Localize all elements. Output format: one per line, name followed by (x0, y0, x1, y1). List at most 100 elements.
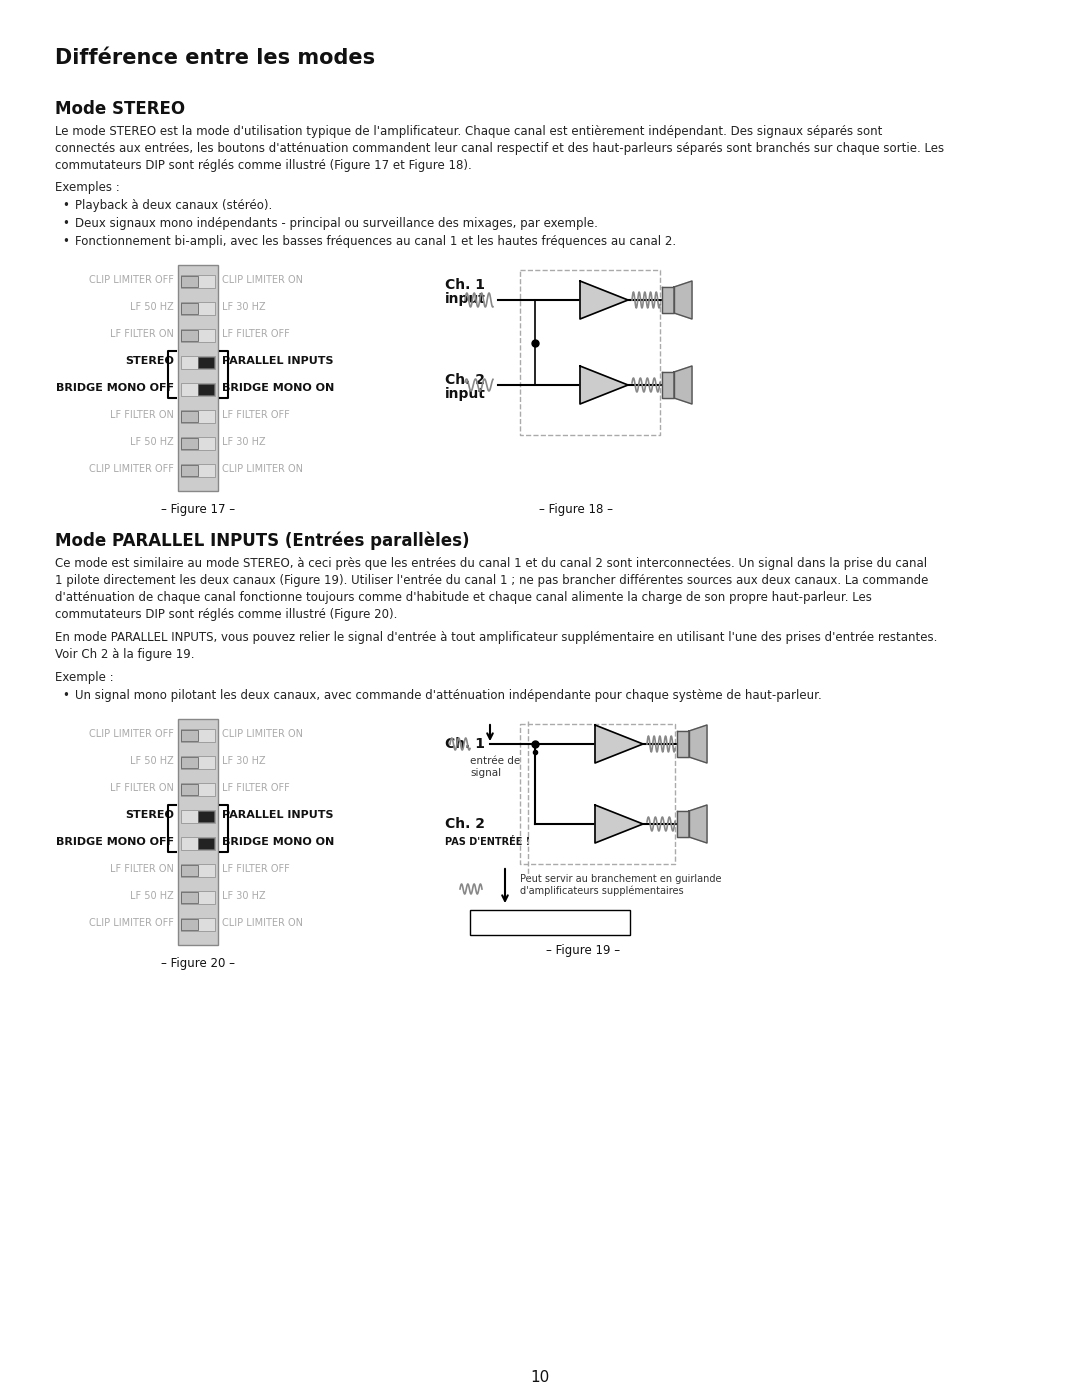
Text: Ch. 2: Ch. 2 (445, 373, 485, 387)
Polygon shape (689, 805, 707, 842)
Text: LF FILTER OFF: LF FILTER OFF (222, 409, 289, 420)
Text: •: • (62, 235, 69, 249)
Text: Ch. 1: Ch. 1 (445, 278, 485, 292)
Text: signal: signal (470, 768, 501, 778)
Text: CLIP LIMITER ON: CLIP LIMITER ON (222, 729, 303, 739)
Text: Fonctionnement bi-ampli, avec les basses fréquences au canal 1 et les hautes fré: Fonctionnement bi-ampli, avec les basses… (75, 235, 676, 249)
FancyBboxPatch shape (181, 330, 215, 342)
Text: Ce mode est similaire au mode STEREO, à ceci près que les entrées du canal 1 et : Ce mode est similaire au mode STEREO, à … (55, 557, 927, 570)
Text: CLIP LIMITER OFF: CLIP LIMITER OFF (90, 729, 174, 739)
Text: PARALLEL INPUTS: PARALLEL INPUTS (222, 356, 334, 366)
Text: input: input (445, 292, 486, 306)
Text: – Figure 19 –: – Figure 19 – (545, 944, 620, 957)
Polygon shape (674, 366, 692, 404)
FancyBboxPatch shape (181, 383, 215, 395)
Text: Ch. 1: Ch. 1 (445, 738, 485, 752)
FancyBboxPatch shape (198, 384, 214, 395)
Text: – Figure 20 –: – Figure 20 – (161, 957, 235, 970)
Text: Ch. 1: Ch. 1 (600, 739, 629, 749)
Text: Un signal mono pilotant les deux canaux, avec commande d'atténuation indépendant: Un signal mono pilotant les deux canaux,… (75, 689, 822, 703)
Text: Deux signaux mono indépendants - principal ou surveillance des mixages, par exem: Deux signaux mono indépendants - princip… (75, 217, 598, 231)
FancyBboxPatch shape (181, 409, 215, 423)
FancyBboxPatch shape (181, 837, 215, 849)
Text: CLIP LIMITER OFF: CLIP LIMITER OFF (90, 918, 174, 928)
FancyBboxPatch shape (181, 277, 198, 286)
Text: CLIP LIMITER ON: CLIP LIMITER ON (222, 918, 303, 928)
Text: CLIP LIMITER OFF: CLIP LIMITER OFF (90, 275, 174, 285)
Text: LF FILTER OFF: LF FILTER OFF (222, 863, 289, 875)
Text: LF 50 HZ: LF 50 HZ (131, 891, 174, 901)
Text: BRIDGE MONO ON: BRIDGE MONO ON (222, 837, 334, 847)
FancyBboxPatch shape (181, 302, 215, 314)
Text: LF 30 HZ: LF 30 HZ (222, 756, 266, 766)
FancyBboxPatch shape (181, 865, 198, 876)
FancyBboxPatch shape (181, 918, 215, 930)
Text: LF 30 HZ: LF 30 HZ (222, 437, 266, 447)
FancyBboxPatch shape (181, 439, 198, 448)
FancyBboxPatch shape (198, 812, 214, 821)
Text: LF FILTER ON: LF FILTER ON (110, 409, 174, 420)
FancyBboxPatch shape (181, 437, 215, 450)
Text: LF 50 HZ: LF 50 HZ (131, 756, 174, 766)
Text: – Figure 17 –: – Figure 17 – (161, 503, 235, 515)
FancyBboxPatch shape (181, 891, 215, 904)
FancyBboxPatch shape (470, 909, 630, 935)
Text: BRIDGE MONO OFF: BRIDGE MONO OFF (56, 383, 174, 393)
Text: Différence entre les modes: Différence entre les modes (55, 47, 375, 68)
Text: CLIP LIMITER ON: CLIP LIMITER ON (222, 464, 303, 474)
Polygon shape (689, 725, 707, 763)
FancyBboxPatch shape (181, 893, 198, 902)
Text: 10: 10 (530, 1370, 550, 1384)
Text: Ch. 2: Ch. 2 (600, 819, 630, 828)
Text: LF FILTER ON: LF FILTER ON (110, 863, 174, 875)
Text: input: input (445, 387, 486, 401)
Text: •: • (62, 217, 69, 231)
FancyBboxPatch shape (181, 731, 198, 740)
Text: Mode STEREO: Mode STEREO (55, 101, 185, 117)
Text: En mode PARALLEL INPUTS, vous pouvez relier le signal d'entrée à tout amplificat: En mode PARALLEL INPUTS, vous pouvez rel… (55, 631, 937, 644)
FancyBboxPatch shape (181, 330, 198, 341)
Text: Exemples :: Exemples : (55, 182, 120, 194)
FancyBboxPatch shape (181, 784, 198, 795)
FancyBboxPatch shape (198, 838, 214, 849)
Text: LF FILTER OFF: LF FILTER OFF (222, 782, 289, 793)
Text: LF 30 HZ: LF 30 HZ (222, 302, 266, 312)
Text: Amplificateur 2: Amplificateur 2 (508, 916, 593, 928)
Polygon shape (595, 805, 643, 842)
Text: commutateurs DIP sont réglés comme illustré (Figure 20).: commutateurs DIP sont réglés comme illus… (55, 608, 397, 622)
Text: Voir Ch 2 à la figure 19.: Voir Ch 2 à la figure 19. (55, 648, 194, 661)
Text: •: • (62, 689, 69, 703)
Text: BRIDGE MONO ON: BRIDGE MONO ON (222, 383, 334, 393)
Text: LF FILTER ON: LF FILTER ON (110, 782, 174, 793)
Text: LF 50 HZ: LF 50 HZ (131, 302, 174, 312)
Text: Playback à deux canaux (stéréo).: Playback à deux canaux (stéréo). (75, 198, 272, 212)
FancyBboxPatch shape (181, 464, 215, 476)
Text: BRIDGE MONO OFF: BRIDGE MONO OFF (56, 837, 174, 847)
Text: PARALLEL INPUTS: PARALLEL INPUTS (222, 810, 334, 820)
Text: commutateurs DIP sont réglés comme illustré (Figure 17 et Figure 18).: commutateurs DIP sont réglés comme illus… (55, 159, 472, 172)
Text: LF 30 HZ: LF 30 HZ (222, 891, 266, 901)
Polygon shape (580, 281, 627, 319)
FancyBboxPatch shape (181, 411, 198, 422)
Text: Mode PARALLEL INPUTS (Entrées parallèles): Mode PARALLEL INPUTS (Entrées parallèles… (55, 531, 470, 549)
FancyBboxPatch shape (181, 782, 215, 796)
FancyBboxPatch shape (181, 756, 215, 768)
FancyBboxPatch shape (181, 303, 198, 314)
Text: d'amplificateurs supplémentaires: d'amplificateurs supplémentaires (519, 886, 684, 897)
Text: 1 pilote directement les deux canaux (Figure 19). Utiliser l'entrée du canal 1 ;: 1 pilote directement les deux canaux (Fi… (55, 574, 929, 587)
Polygon shape (662, 372, 674, 398)
FancyBboxPatch shape (181, 757, 198, 768)
FancyBboxPatch shape (181, 863, 215, 877)
FancyBboxPatch shape (178, 719, 218, 944)
Text: d'atténuation de chaque canal fonctionne toujours comme d'habitude et chaque can: d'atténuation de chaque canal fonctionne… (55, 591, 872, 604)
Text: Ch. 2: Ch. 2 (585, 380, 615, 390)
Polygon shape (580, 366, 627, 404)
Text: connectés aux entrées, les boutons d'atténuation commandent leur canal respectif: connectés aux entrées, les boutons d'att… (55, 142, 944, 155)
Text: – Figure 18 –: – Figure 18 – (539, 503, 613, 515)
FancyBboxPatch shape (181, 729, 215, 742)
FancyBboxPatch shape (181, 919, 198, 930)
Polygon shape (677, 812, 689, 837)
Text: STEREO: STEREO (125, 356, 174, 366)
Text: Le mode STEREO est la mode d'utilisation typique de l'amplificateur. Chaque cana: Le mode STEREO est la mode d'utilisation… (55, 124, 882, 138)
Text: CLIP LIMITER ON: CLIP LIMITER ON (222, 275, 303, 285)
